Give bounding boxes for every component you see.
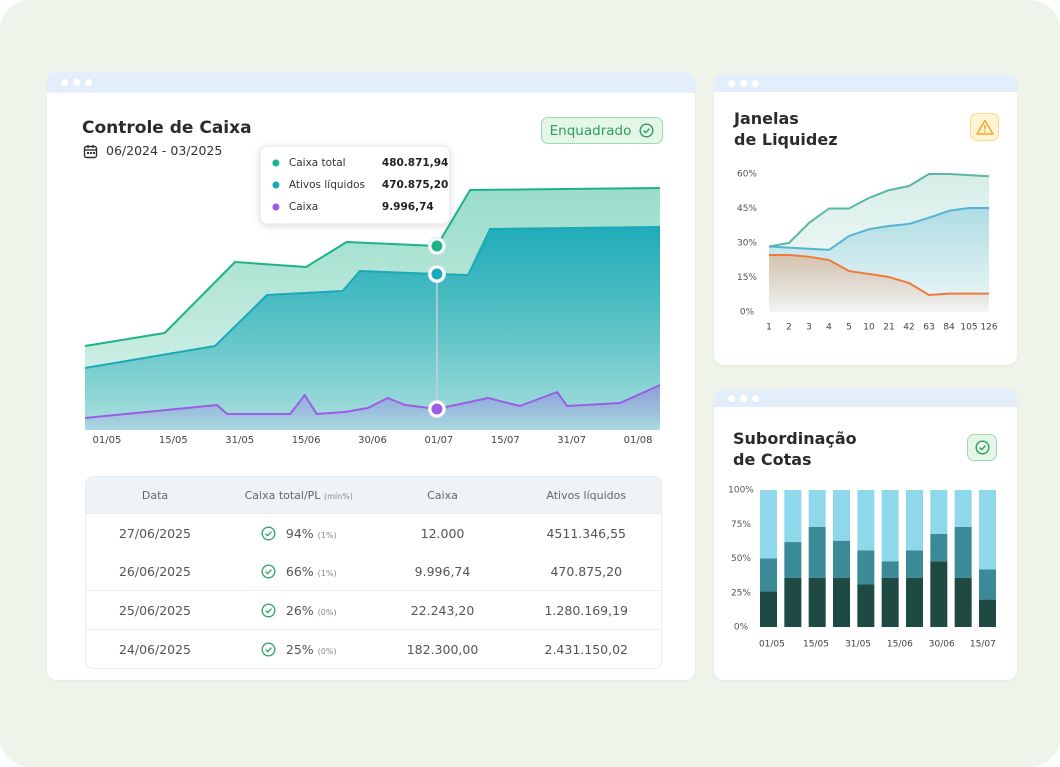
ratio-cell: 94% (1%): [224, 513, 374, 552]
check-icon: [639, 123, 654, 138]
column-header: Ativos líquidos: [511, 477, 661, 514]
ratio-value: 66%: [285, 563, 314, 579]
calendar-icon: [83, 145, 98, 159]
badge-text: Enquadrado: [549, 122, 632, 139]
chart-title: Subordinação de Cotas: [733, 429, 857, 469]
ratio-cell: 25% (0%): [224, 629, 374, 668]
warning-badge: [970, 113, 999, 141]
assets-cell: 4511.346,55: [511, 513, 661, 552]
cash-cell: 22.243,20: [373, 590, 512, 630]
check-icon: [261, 563, 276, 579]
table-row: 24/06/2025 25% (0%) 182.300,00 2.431.150,02: [86, 629, 661, 668]
assets-cell: 470.875,20: [550, 563, 623, 579]
chart-title: Controle de Caixa: [82, 118, 252, 138]
check-icon: [261, 525, 276, 541]
column-header: Caixa: [373, 477, 512, 514]
assets-cell: 1.280.169,19: [511, 590, 661, 630]
date-cell: 25/06/2025: [86, 590, 224, 630]
ratio-cell: 66% (1%): [224, 552, 374, 591]
date-cell: 24/06/2025: [86, 629, 224, 668]
check-icon: [261, 602, 276, 618]
warning-icon: [975, 119, 994, 135]
cash-cell: 182.300,00: [373, 629, 512, 668]
window-bar: [714, 74, 1017, 92]
chart-subtitle: 06/2024 - 03/2025: [106, 143, 223, 158]
ratio-min: (0%): [317, 646, 337, 656]
column-note: (mín%): [323, 491, 353, 501]
ratio-value: 25%: [285, 641, 314, 657]
check-badge: [967, 434, 997, 461]
table: Data Caixa total/PL (mín%) Caixa Ativos líq…: [86, 477, 661, 668]
chart-title: Janelas de Liquidez: [734, 109, 838, 149]
cash-table: Data Caixa total/PL (mín%) Caixa Ativos líq…: [85, 476, 662, 669]
status-badge: Enquadrado: [541, 117, 663, 144]
ratio-min: (0%): [317, 607, 337, 617]
cash-cell: 9.996,74: [414, 563, 471, 579]
check-icon: [974, 440, 990, 455]
ratio-value: 26%: [285, 602, 314, 618]
table-header: Data Caixa total/PL (mín%) Caixa Ativos líq…: [86, 477, 661, 514]
date-cell: 26/06/2025: [118, 563, 192, 579]
table-body: 27/06/2025 94% (1%) 12.000 4511.346,55 26/06…: [86, 513, 661, 668]
date-cell: 27/06/2025: [86, 513, 224, 552]
column-header: Caixa total/PL (mín%): [224, 477, 374, 514]
table-row: 25/06/2025 26% (0%) 22.243,20 1.280.169,19: [86, 590, 661, 630]
cash-cell: 12.000: [373, 513, 512, 552]
ratio-cell: 26% (0%): [224, 590, 374, 630]
ratio-value: 94%: [285, 525, 314, 541]
table-row: 27/06/2025 94% (1%) 12.000 4511.346,55: [86, 513, 661, 552]
table-row: 26/06/2025 66% (1%) 9.996,74 470.875,20: [86, 552, 661, 591]
assets-cell: 2.431.150,02: [511, 629, 661, 668]
ratio-min: (1%): [317, 568, 337, 578]
ratio-min: (1%): [317, 530, 337, 540]
window-bar: [47, 72, 695, 93]
column-header: Data: [86, 477, 224, 514]
window-bar: [714, 389, 1017, 407]
check-icon: [261, 641, 276, 657]
